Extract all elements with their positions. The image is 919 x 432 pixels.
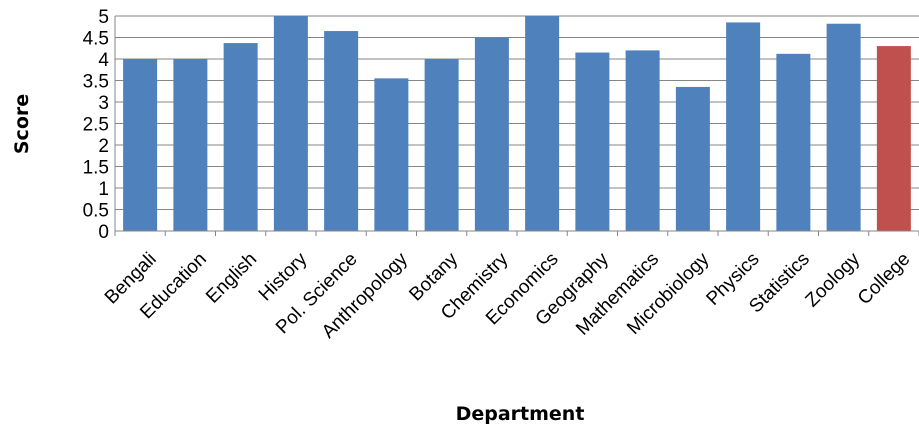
y-tick-label: 0 (98, 222, 109, 243)
bar-english (223, 43, 258, 232)
y-tick-label: 4.5 (83, 29, 109, 50)
y-tick-label: 2 (98, 136, 109, 157)
y-tick-label: 1 (98, 179, 109, 200)
bar-pol-science (324, 31, 359, 231)
y-tick-label: 3.5 (83, 72, 109, 93)
bars (123, 16, 911, 232)
bar-anthropology (374, 78, 409, 231)
x-category-label: Zoology (802, 248, 865, 311)
bar-college (876, 46, 911, 231)
y-tick-label: 2.5 (83, 115, 109, 136)
bar-microbiology (675, 86, 710, 231)
bar-physics (726, 22, 761, 232)
bar-botany (424, 59, 459, 231)
bar-geography (575, 52, 610, 231)
x-category-label: English (202, 249, 261, 308)
bar-chemistry (474, 37, 509, 231)
x-axis-title: Department (456, 403, 585, 425)
bar-mathematics (625, 50, 660, 232)
y-tick-label: 0.5 (83, 201, 109, 222)
bar-statistics (776, 53, 811, 232)
bar-education (173, 59, 208, 231)
x-category-label: College (854, 249, 914, 309)
y-tick-label: 4 (98, 50, 109, 71)
y-tick-label: 1.5 (83, 158, 109, 179)
y-tick-label: 3 (98, 93, 109, 114)
bar-bengali (123, 59, 158, 231)
bar-history (273, 16, 308, 231)
y-axis-title: Score (11, 94, 33, 154)
y-axis-ticks: 00.511.522.533.544.55 (83, 7, 110, 243)
y-tick-label: 5 (98, 7, 109, 28)
bar-zoology (826, 23, 861, 231)
bar-economics (525, 16, 560, 231)
x-axis (114, 16, 919, 236)
